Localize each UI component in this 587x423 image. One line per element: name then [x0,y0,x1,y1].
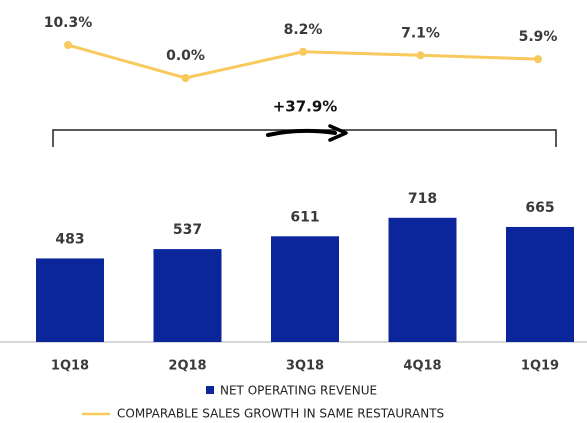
data-label: 7.1% [401,25,440,41]
data-label: 718 [408,191,437,207]
data-label: 483 [55,231,84,247]
arrow [266,128,337,137]
data-label: 5.9% [519,29,558,45]
bar [271,236,339,342]
line-point [64,41,72,50]
x-tick-label: 3Q18 [286,359,324,374]
legend-swatch [206,386,214,394]
data-label: 665 [525,200,554,216]
legend-label: NET OPERATING REVENUE [220,384,377,398]
data-label: 0.0% [166,48,205,64]
data-label: 8.2% [284,22,323,38]
line-point [181,74,190,82]
legend-label: COMPARABLE SALES GROWTH IN SAME RESTAURA… [117,407,444,421]
data-label: 10.3% [44,15,93,31]
x-tick-label: 4Q18 [403,359,441,374]
line-point [534,55,542,64]
line-point [299,47,307,56]
x-tick-label: 1Q18 [51,359,89,374]
data-label: 611 [290,209,319,225]
line-point [416,51,425,60]
annotation: +37.9% [273,98,338,116]
bar [36,258,104,342]
x-tick-label: 2Q18 [168,359,206,374]
bar [506,226,574,342]
bar [388,217,457,342]
bar [153,249,222,342]
arrow-head [328,124,348,142]
data-label: 537 [173,222,202,238]
x-tick-label: 1Q19 [521,359,559,374]
